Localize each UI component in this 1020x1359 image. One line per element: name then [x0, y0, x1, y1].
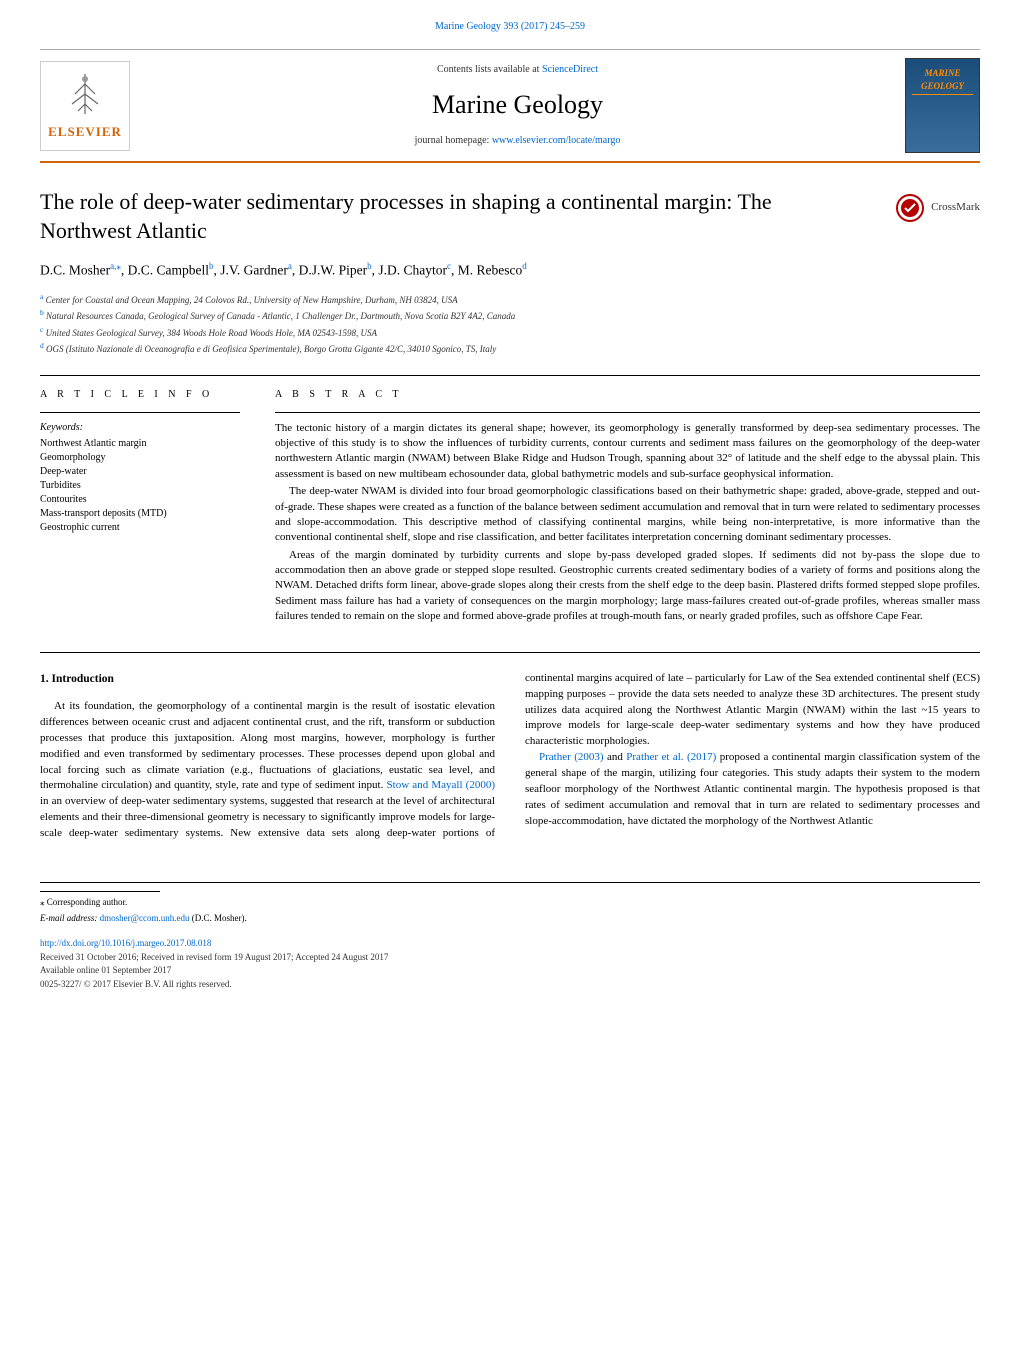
contents-text: Contents lists available at — [437, 64, 542, 75]
crossmark-icon — [895, 193, 925, 223]
keyword: Geomorphology — [40, 451, 240, 465]
homepage-line: journal homepage: www.elsevier.com/locat… — [130, 134, 905, 148]
available-line: Available online 01 September 2017 — [40, 964, 980, 978]
email-name: (D.C. Mosher). — [189, 913, 246, 923]
author: D.C. Campbell — [128, 263, 209, 278]
publisher-name: ELSEVIER — [48, 123, 122, 141]
homepage-text: journal homepage: — [415, 135, 492, 146]
email-link[interactable]: dmosher@ccom.unh.edu — [100, 913, 190, 923]
affiliation: c United States Geological Survey, 384 W… — [40, 324, 980, 341]
corresponding-author: ⁎ Corresponding author. — [40, 896, 980, 910]
affiliation: a Center for Coastal and Ocean Mapping, … — [40, 291, 980, 308]
email-label: E-mail address: — [40, 913, 100, 923]
abstract-p2: The deep-water NWAM is divided into four… — [275, 484, 980, 546]
abstract-heading: A B S T R A C T — [275, 388, 980, 402]
author-affil-link[interactable]: b — [367, 261, 372, 271]
author: J.D. Chaytor — [378, 263, 447, 278]
author-affil-link[interactable]: c — [447, 261, 451, 271]
received-line: Received 31 October 2016; Received in re… — [40, 951, 980, 965]
contents-available-line: Contents lists available at ScienceDirec… — [130, 63, 905, 77]
crossmark-label: CrossMark — [931, 200, 980, 215]
keyword: Northwest Atlantic margin — [40, 437, 240, 451]
body-section: 1. Introduction At its foundation, the g… — [40, 652, 980, 843]
author-affil-link[interactable]: d — [522, 261, 527, 271]
sciencedirect-link[interactable]: ScienceDirect — [542, 64, 598, 75]
article-info-heading: A R T I C L E I N F O — [40, 388, 240, 402]
author-affil-link[interactable]: b — [209, 261, 214, 271]
keyword: Mass-transport deposits (MTD) — [40, 507, 240, 521]
abstract-column: A B S T R A C T The tectonic history of … — [275, 388, 980, 627]
affiliation: d OGS (Istituto Nazionale di Oceanografi… — [40, 340, 980, 357]
author: J.V. Gardner — [220, 263, 288, 278]
homepage-link[interactable]: www.elsevier.com/locate/margo — [492, 135, 621, 146]
crossmark-badge[interactable]: CrossMark — [895, 193, 980, 223]
abstract-p1: The tectonic history of a margin dictate… — [275, 421, 980, 483]
journal-title: Marine Geology — [130, 87, 905, 123]
author-affil-link[interactable]: a,⁎ — [110, 261, 121, 271]
author: D.J.W. Piper — [299, 263, 368, 278]
journal-cover-thumbnail: MARINE GEOLOGY — [905, 58, 980, 153]
elsevier-logo: ELSEVIER — [40, 61, 130, 151]
affiliation: b Natural Resources Canada, Geological S… — [40, 307, 980, 324]
copyright-line: 0025-3227/ © 2017 Elsevier B.V. All righ… — [40, 978, 980, 992]
author: D.C. Mosher — [40, 263, 110, 278]
keyword: Contourites — [40, 493, 240, 507]
keyword: Geostrophic current — [40, 521, 240, 535]
abstract-text: The tectonic history of a margin dictate… — [275, 421, 980, 625]
body-p3: Prather (2003) and Prather et al. (2017)… — [525, 750, 980, 830]
info-abstract-section: A R T I C L E I N F O Keywords: Northwes… — [40, 375, 980, 627]
keywords-label: Keywords: — [40, 421, 240, 435]
elsevier-tree-icon — [60, 69, 110, 119]
citation-stow[interactable]: Stow and Mayall (2000) — [387, 779, 495, 791]
keyword: Deep-water — [40, 465, 240, 479]
author: M. Rebesco — [458, 263, 523, 278]
affiliations-list: a Center for Coastal and Ocean Mapping, … — [40, 291, 980, 357]
email-line: E-mail address: dmosher@ccom.unh.edu (D.… — [40, 912, 980, 926]
journal-header-center: Contents lists available at ScienceDirec… — [130, 63, 905, 147]
author-affil-link[interactable]: a — [288, 261, 292, 271]
header-citation: Marine Geology 393 (2017) 245–259 — [40, 20, 980, 34]
body-p1-a: At its foundation, the geomorphology of … — [40, 700, 495, 792]
article-header: CrossMark The role of deep-water sedimen… — [40, 188, 980, 245]
doi-link[interactable]: http://dx.doi.org/10.1016/j.margeo.2017.… — [40, 938, 211, 948]
keywords-list: Northwest Atlantic marginGeomorphologyDe… — [40, 437, 240, 535]
cover-title: MARINE GEOLOGY — [912, 67, 973, 95]
article-info-column: A R T I C L E I N F O Keywords: Northwes… — [40, 388, 240, 627]
citation-prather-2017[interactable]: Prather et al. (2017) — [626, 751, 716, 763]
article-title: The role of deep-water sedimentary proce… — [40, 188, 820, 245]
keyword: Turbidites — [40, 479, 240, 493]
footer: ⁎ Corresponding author. E-mail address: … — [40, 882, 980, 991]
intro-heading: 1. Introduction — [40, 671, 495, 687]
journal-header: ELSEVIER Contents lists available at Sci… — [40, 49, 980, 163]
abstract-p3: Areas of the margin dominated by turbidi… — [275, 548, 980, 625]
citation-prather-2003[interactable]: Prather (2003) — [539, 751, 604, 763]
body-p3-a: and — [604, 751, 627, 763]
authors-list: D.C. Moshera,⁎, D.C. Campbellb, J.V. Gar… — [40, 260, 980, 280]
